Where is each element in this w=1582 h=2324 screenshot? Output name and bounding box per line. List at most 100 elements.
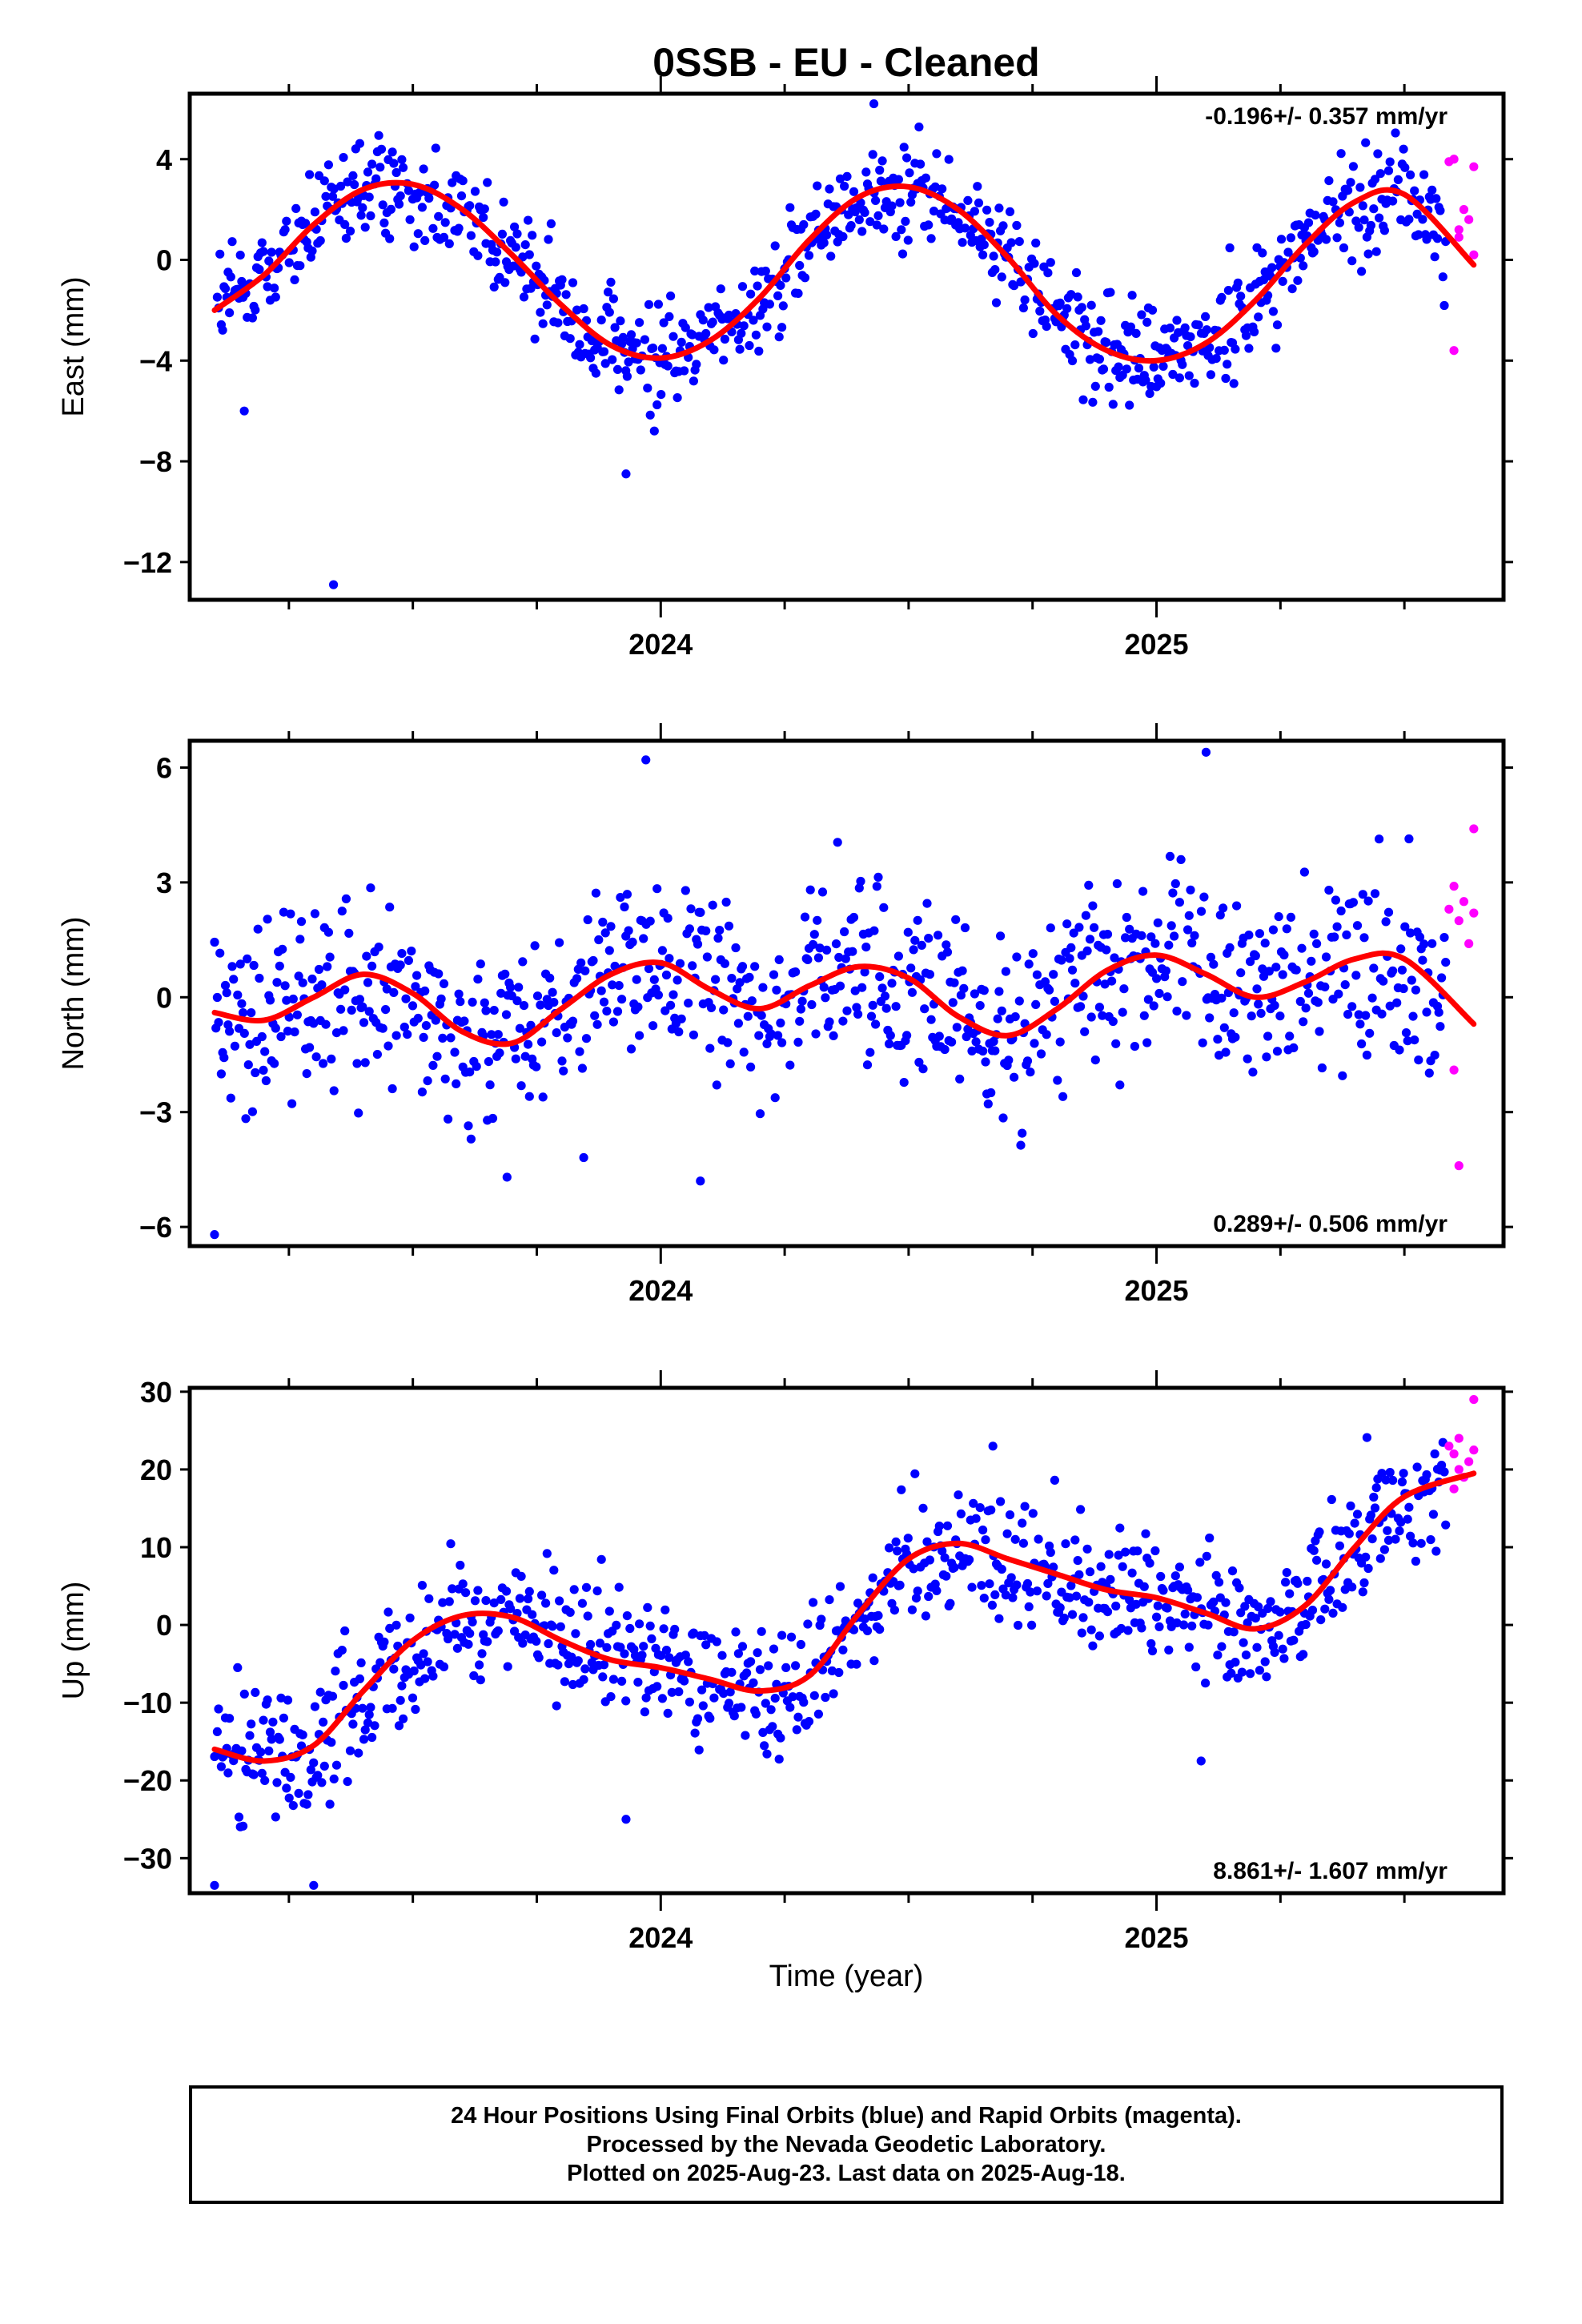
- final-orbit-point: [1154, 988, 1164, 999]
- final-orbit-point: [466, 231, 476, 240]
- final-orbit-point: [528, 231, 537, 240]
- final-orbit-point: [256, 1747, 266, 1757]
- final-orbit-point: [438, 1598, 448, 1607]
- final-orbit-point: [614, 1582, 624, 1592]
- final-orbit-point: [1211, 1570, 1221, 1580]
- final-orbit-point: [925, 970, 934, 979]
- final-orbit-point: [885, 1543, 894, 1553]
- final-orbit-point: [829, 1689, 838, 1699]
- final-orbit-point: [257, 1768, 267, 1778]
- final-orbit-point: [434, 969, 444, 979]
- final-orbit-point: [1315, 1527, 1324, 1537]
- final-orbit-point: [1088, 901, 1098, 911]
- final-orbit-point: [1045, 985, 1054, 995]
- final-orbit-point: [515, 1594, 525, 1603]
- final-orbit-point: [1411, 1556, 1420, 1566]
- final-orbit-point: [757, 1626, 766, 1636]
- final-orbit-point: [1397, 965, 1407, 975]
- final-orbit-point: [596, 986, 606, 995]
- final-orbit-point: [645, 1621, 655, 1630]
- final-orbit-point: [985, 1579, 994, 1589]
- final-orbit-point: [587, 336, 596, 346]
- final-orbit-point: [1014, 996, 1024, 1006]
- final-orbit-point: [776, 1018, 785, 1027]
- final-orbit-point: [223, 1768, 233, 1778]
- final-orbit-point: [420, 235, 430, 245]
- y-tick-label: −8: [139, 445, 172, 478]
- final-orbit-point: [1168, 369, 1178, 380]
- final-orbit-point: [612, 1007, 623, 1016]
- final-orbit-point: [307, 246, 317, 255]
- final-orbit-point: [1439, 300, 1449, 311]
- final-orbit-point: [1119, 984, 1129, 994]
- final-orbit-point: [758, 1727, 768, 1737]
- final-orbit-point: [1330, 932, 1339, 942]
- final-orbit-point: [689, 1030, 699, 1039]
- final-orbit-point: [465, 201, 475, 211]
- final-orbit-point: [210, 937, 219, 947]
- final-orbit-point: [1069, 928, 1078, 938]
- final-orbit-point: [227, 962, 237, 971]
- final-orbit-point: [255, 264, 264, 275]
- final-orbit-point: [1289, 1635, 1299, 1645]
- final-orbit-point: [796, 1639, 806, 1650]
- final-orbit-point: [853, 1009, 863, 1019]
- outlier-point: [210, 1230, 219, 1240]
- final-orbit-point: [665, 954, 674, 963]
- final-orbit-point: [610, 323, 620, 332]
- final-orbit-point: [583, 1611, 592, 1621]
- final-orbit-point: [1112, 879, 1122, 889]
- final-orbit-point: [344, 928, 354, 938]
- final-orbit-point: [831, 939, 841, 949]
- final-orbit-point: [869, 1656, 879, 1666]
- final-orbit-point: [492, 247, 502, 257]
- final-orbit-point: [1206, 952, 1215, 962]
- final-orbit-point: [359, 1018, 369, 1027]
- final-orbit-point: [700, 1630, 709, 1640]
- final-orbit-point: [1178, 977, 1187, 987]
- final-orbit-point: [1367, 993, 1377, 1003]
- y-tick-label: −4: [139, 344, 172, 377]
- final-orbit-point: [926, 234, 936, 243]
- final-orbit-point: [1324, 176, 1334, 186]
- final-orbit-point: [491, 257, 500, 267]
- final-orbit-point: [417, 1581, 428, 1590]
- final-orbit-point: [929, 207, 939, 216]
- final-orbit-point: [1404, 834, 1414, 844]
- final-orbit-point: [423, 1076, 432, 1086]
- final-orbit-point: [1223, 360, 1232, 369]
- final-orbit-point: [288, 994, 298, 1004]
- final-orbit-point: [1121, 1547, 1130, 1557]
- final-orbit-point: [809, 1598, 818, 1607]
- final-orbit-point: [339, 1026, 348, 1035]
- final-orbit-point: [275, 961, 284, 971]
- final-orbit-point: [727, 1667, 737, 1677]
- final-orbit-point: [1291, 965, 1301, 975]
- final-orbit-point: [1123, 1626, 1133, 1635]
- final-orbit-point: [1026, 1587, 1035, 1597]
- final-orbit-point: [1299, 261, 1308, 271]
- final-orbit-point: [1127, 1568, 1137, 1578]
- final-orbit-point: [1104, 382, 1114, 392]
- final-orbit-point: [897, 225, 906, 235]
- final-orbit-point: [1363, 1563, 1373, 1574]
- final-orbit-point: [657, 1694, 668, 1703]
- final-orbit-point: [1152, 974, 1162, 983]
- final-orbit-point: [921, 1611, 930, 1621]
- y-tick-label: −6: [139, 1211, 172, 1244]
- final-orbit-point: [396, 191, 405, 201]
- final-orbit-point: [885, 1031, 895, 1040]
- final-orbit-point: [466, 1134, 476, 1144]
- rapid-orbit-point: [1469, 908, 1479, 918]
- final-orbit-point: [579, 304, 588, 314]
- final-orbit-point: [370, 1721, 379, 1731]
- final-orbit-point: [1379, 226, 1389, 235]
- y-tick-label: 0: [156, 1609, 172, 1642]
- final-orbit-point: [537, 1590, 547, 1600]
- final-orbit-point: [608, 294, 619, 304]
- y-axis-label: Up (mm): [57, 1582, 90, 1700]
- final-orbit-point: [469, 1671, 479, 1681]
- final-orbit-point: [825, 1017, 834, 1027]
- final-orbit-point: [989, 251, 998, 261]
- final-orbit-point: [1375, 169, 1385, 179]
